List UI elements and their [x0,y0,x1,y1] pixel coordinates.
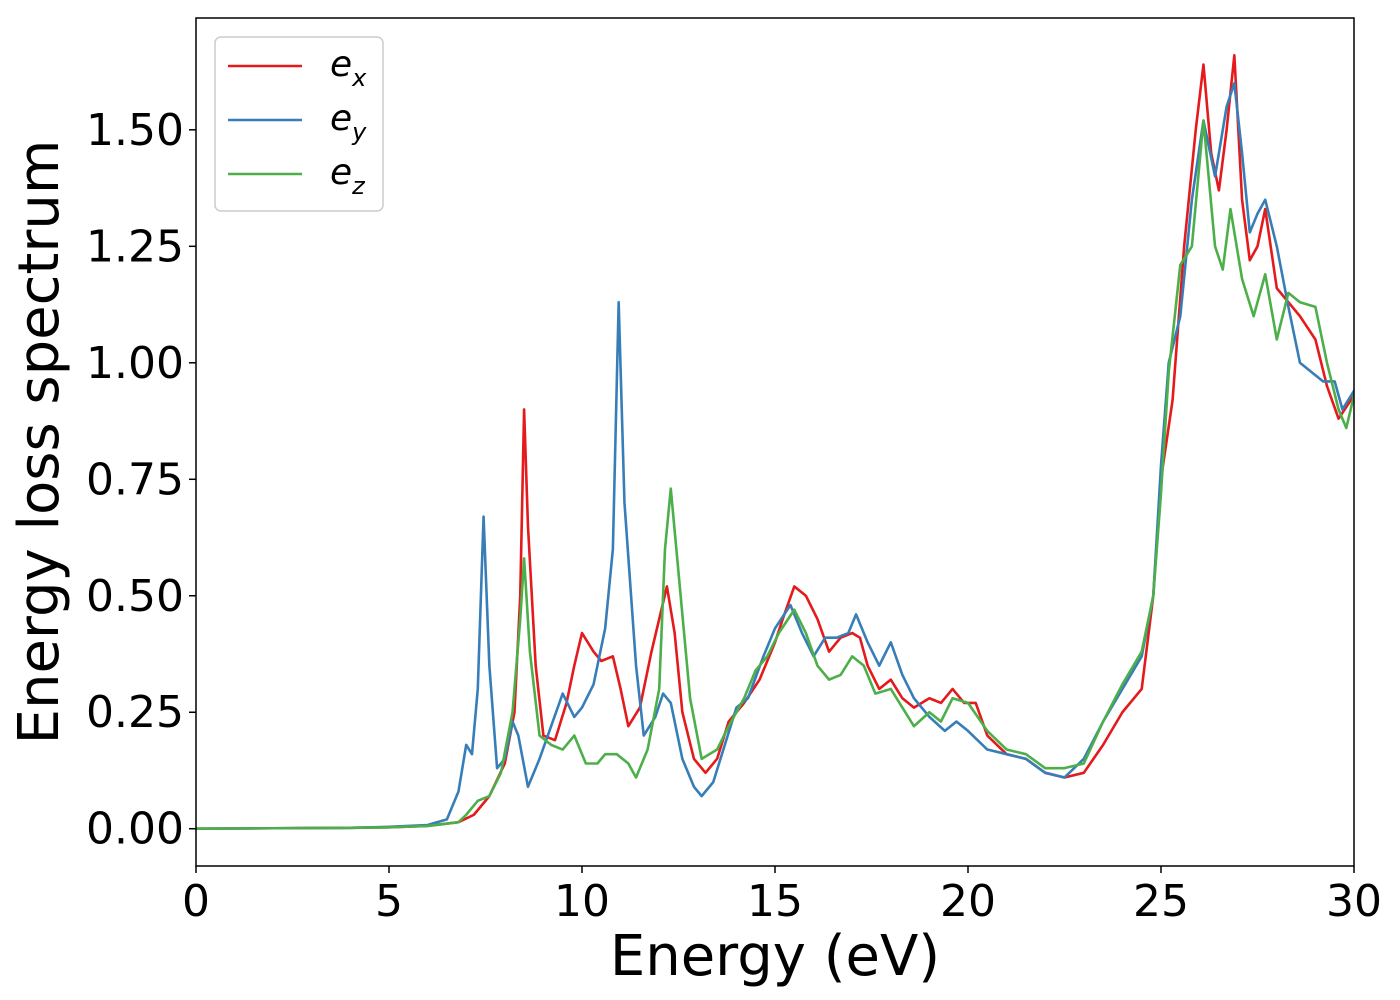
x-tick-label: 25 [1133,876,1189,927]
x-tick-label: 15 [747,876,803,927]
legend-box [214,36,384,212]
y-axis: 0.00 0.25 0.50 0.75 1.00 1.25 1.50 [86,105,196,855]
x-axis-label: Energy (eV) [610,924,940,989]
y-tick-label: 0.00 [86,804,184,855]
x-tick-label: 20 [940,876,996,927]
y-tick-label: 0.50 [86,571,184,622]
y-tick-label: 1.25 [86,221,184,272]
legend-label-y: ey [330,98,367,146]
x-axis: 0 5 10 15 20 25 30 [182,866,1382,927]
x-tick-label: 5 [375,876,403,927]
legend-label-x: ex [330,44,367,92]
x-tick-label: 10 [554,876,610,927]
series-layer [196,53,1354,831]
y-tick-label: 0.25 [86,687,184,738]
y-tick-label: 0.75 [86,454,184,505]
y-tick-label: 1.50 [86,105,184,156]
x-tick-label: 0 [182,876,210,927]
series-line-z [196,119,1354,831]
y-tick-label: 1.00 [86,338,184,389]
legend-label-z: ez [330,152,366,200]
x-tick-label: 30 [1326,876,1382,927]
legend: ex ey ez [214,36,384,212]
y-axis-label: Energy loss spectrum [7,140,72,745]
